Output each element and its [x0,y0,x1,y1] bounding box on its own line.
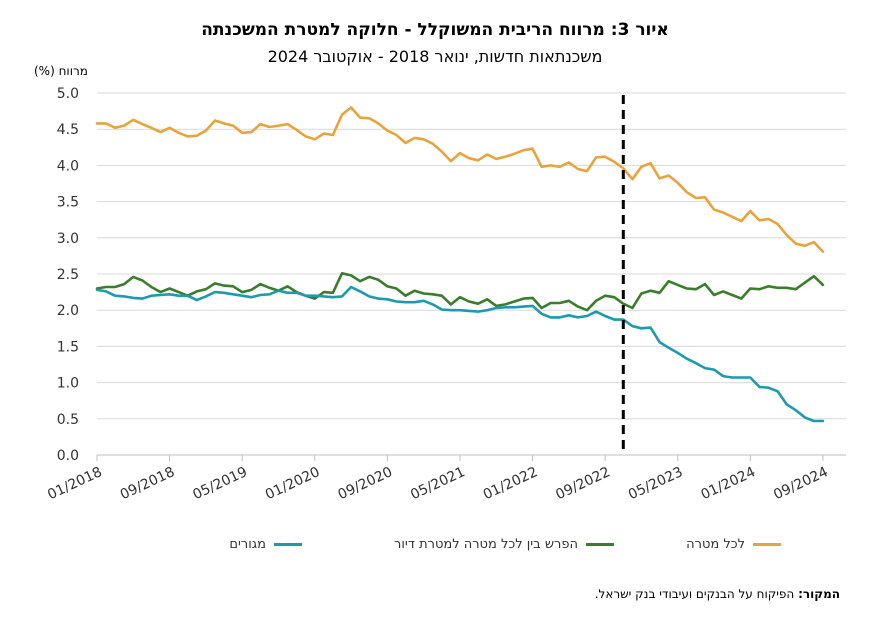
source-text: הפיקוח על הבנקים ועיבודי בנק ישראל. [594,587,799,601]
all-purpose-line [95,106,825,253]
legend-item-all-purpose: לכל מטרה [686,537,781,552]
legend-item-housing: מגורים [229,537,302,552]
x-tick-label: 09/2020 [336,464,395,503]
x-tick-label: 09/2024 [771,464,831,503]
y-tick-label: 3.0 [57,231,79,247]
y-tick-label: 0.5 [57,412,79,428]
y-tick-label: 1.5 [57,339,79,355]
x-tick-label: 01/2020 [263,464,322,503]
legend-item-difference: הפרש בין לכל מטרה למטרת דיור [394,537,614,552]
y-tick-label: 4.0 [57,158,79,174]
legend-swatch-difference [586,543,614,546]
x-tick-label: 05/2021 [408,464,467,503]
x-tick-label: 01/2024 [699,464,759,503]
chart-title: איור 3: מרווח הריבית המשוקלל - חלוקה למט… [0,20,870,40]
legend-swatch-housing [274,543,302,546]
y-tick-label: 2.5 [57,267,79,283]
chart-title-rest: : מרווח הריבית המשוקלל - חלוקה למטרת המש… [201,20,618,40]
y-tick-label: 1.0 [57,376,79,392]
x-tick-label: 05/2023 [626,464,685,503]
chart-legend: לכל מטרה הפרש בין לכל מטרה למטרת דיור מג… [0,537,870,557]
legend-label-difference: הפרש בין לכל מטרה למטרת דיור [394,537,578,552]
legend-swatch-all-purpose [753,543,781,546]
legend-label-housing: מגורים [229,537,266,552]
y-tick-label: 3.5 [57,195,79,211]
x-tick-label: 01/2022 [481,464,540,503]
housing-line [95,285,825,423]
chart-subtitle: משכנתאות חדשות, ינואר 2018 - אוקטובר 202… [267,47,603,66]
legend-label-all-purpose: לכל מטרה [686,537,745,552]
source-label: המקור: [798,587,840,601]
y-tick-label: 4.5 [57,122,79,138]
chart-title-prefix: איור 3 [617,20,669,40]
y-axis-label: מרווח (%) [34,64,88,78]
x-tick-label: 09/2022 [553,464,612,503]
source-note: המקור: הפיקוח על הבנקים ועיבודי בנק ישרא… [595,587,840,601]
difference-line [95,271,825,312]
x-tick-label: 05/2019 [190,464,249,503]
y-tick-label: 5.0 [57,86,79,102]
x-tick-label: 01/2018 [45,464,104,503]
y-tick-label: 2.0 [57,303,79,319]
y-tick-label: 0.0 [57,448,79,464]
x-tick-label: 09/2018 [118,464,177,503]
